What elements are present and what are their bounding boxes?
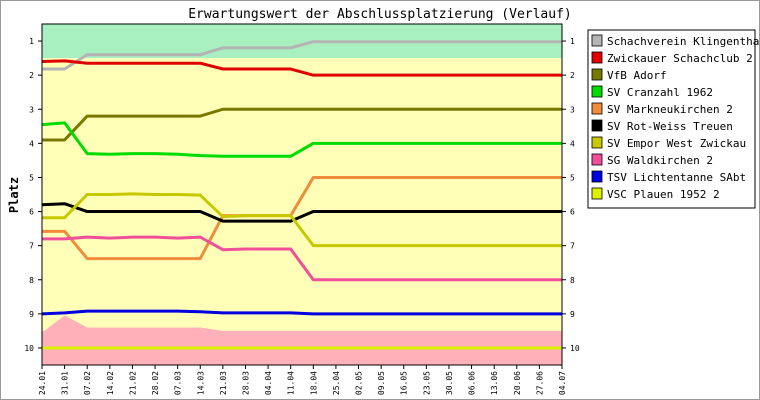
legend-swatch-8 xyxy=(591,170,603,183)
series-line-6 xyxy=(42,192,562,248)
series-line-7 xyxy=(42,235,562,282)
y-tick-label-right: 10 xyxy=(570,344,580,353)
x-tick-label: 27.06 xyxy=(535,371,544,395)
legend-label-6: SV Empor West Zwickau xyxy=(607,137,746,150)
x-tick-label: 31.01 xyxy=(61,371,70,395)
x-tick-label: 18.04 xyxy=(309,371,318,395)
series-line-1 xyxy=(41,59,562,77)
y-tick-label-right: 3 xyxy=(570,105,575,114)
x-tick-label: 30.05 xyxy=(445,371,454,395)
series-line-8 xyxy=(41,309,562,316)
y-tick-label-right: 6 xyxy=(570,208,575,217)
legend-swatch-9 xyxy=(591,187,603,200)
y-tick-label-left: 5 xyxy=(29,173,34,182)
series-line-3 xyxy=(41,121,562,158)
x-tick-label: 16.05 xyxy=(400,371,409,395)
x-tick-label: 13.06 xyxy=(490,371,499,395)
y-tick-label-left: 3 xyxy=(29,105,34,114)
plot-border xyxy=(41,23,563,366)
y-tick-label-left: 9 xyxy=(29,310,34,319)
y-axis-label: Platz xyxy=(7,177,21,213)
legend: Schachverein Klingenthal Zwickauer Schach… xyxy=(587,29,760,209)
x-tick-label: 14.02 xyxy=(106,371,115,395)
y-tick-label-left: 1 xyxy=(29,37,34,46)
y-tick-label-left: 6 xyxy=(29,208,34,217)
x-tick-label: 25.04 xyxy=(332,371,341,395)
legend-label-8: TSV Lichtentanne SAbt xyxy=(607,171,746,184)
legend-swatch-4 xyxy=(591,102,603,115)
x-tick-label: 23.05 xyxy=(422,371,431,395)
y-tick-label-right: 1 xyxy=(570,37,575,46)
y-tick-label-right: 5 xyxy=(570,173,575,182)
x-tick-label: 21.03 xyxy=(219,371,228,395)
legend-swatch-1 xyxy=(591,51,603,64)
legend-swatch-0 xyxy=(591,34,603,47)
x-tick-label: 07.02 xyxy=(83,371,92,395)
x-tick-label: 11.04 xyxy=(287,371,296,395)
y-tick-label-right: 9 xyxy=(570,310,575,319)
legend-label-3: SV Cranzahl 1962 xyxy=(607,86,713,99)
legend-swatch-5 xyxy=(591,119,603,132)
series-line-4 xyxy=(42,175,562,261)
x-tick-label: 06.06 xyxy=(468,371,477,395)
legend-swatch-3 xyxy=(591,85,603,98)
legend-label-1: Zwickauer Schachclub 2 xyxy=(607,52,753,65)
x-tick-label: 04.07 xyxy=(558,371,567,395)
y-tick-label-right: 4 xyxy=(570,139,575,148)
legend-label-4: SV Markneukirchen 2 xyxy=(607,103,733,116)
legend-label-7: SG Waldkirchen 2 xyxy=(607,154,713,167)
legend-swatch-7 xyxy=(591,153,603,166)
y-tick-label-right: 7 xyxy=(570,242,575,251)
y-tick-label-right: 2 xyxy=(570,71,575,80)
y-tick-label-left: 10 xyxy=(24,344,34,353)
x-tick-label: 04.04 xyxy=(264,371,273,395)
x-tick-label: 21.02 xyxy=(128,371,137,395)
x-ticks: 24.01 31.01 07.02 14.02 21.02 28.02 07.03 14.03… xyxy=(38,365,567,395)
legend-swatch-6 xyxy=(591,136,603,149)
plot-area xyxy=(41,23,563,366)
x-tick-label: 24.01 xyxy=(38,371,47,395)
legend-label-9: VSC Plauen 1952 2 xyxy=(607,188,720,201)
x-tick-label: 09.05 xyxy=(377,371,386,395)
chart-title: Erwartungswert der Abschlussplatzierung … xyxy=(188,7,572,22)
bottom-zone-area xyxy=(42,315,562,365)
legend-label-5: SV Rot-Weiss Treuen xyxy=(607,120,733,133)
legend-label-2: VfB Adorf xyxy=(607,69,667,82)
legend-label-0: Schachverein Klingenthal xyxy=(607,35,760,48)
x-tick-label: 02.05 xyxy=(355,371,364,395)
x-tick-label: 20.06 xyxy=(513,371,522,395)
series-line-2 xyxy=(42,107,562,142)
legend-swatch-2 xyxy=(591,68,603,81)
y-tick-label-left: 8 xyxy=(29,276,34,285)
x-tick-label: 14.03 xyxy=(196,371,205,395)
legend-box xyxy=(587,29,756,209)
y-ticks: 1 1 2 2 3 3 4 4 5 5 6 6 7 7 8 8 9 9 10 10 xyxy=(24,37,579,353)
x-tick-label: 07.03 xyxy=(174,371,183,395)
x-tick-label: 28.02 xyxy=(151,371,160,395)
y-tick-label-left: 2 xyxy=(29,71,34,80)
series-line-5 xyxy=(41,202,562,223)
y-tick-label-right: 8 xyxy=(570,276,575,285)
x-tick-label: 28.03 xyxy=(241,371,250,395)
series-line-0 xyxy=(42,40,562,71)
y-tick-label-left: 4 xyxy=(29,139,34,148)
y-tick-label-left: 7 xyxy=(29,242,34,251)
